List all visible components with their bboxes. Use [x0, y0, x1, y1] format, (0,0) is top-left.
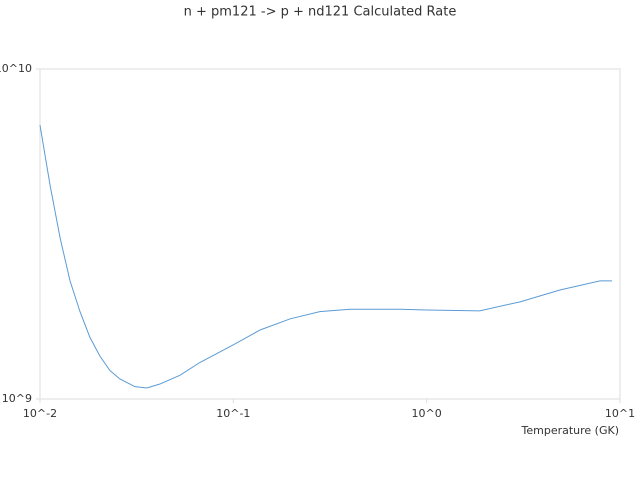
x-tick-label: 10^1 — [605, 407, 635, 420]
line-series — [39, 125, 613, 389]
plot-frame — [39, 68, 621, 400]
x-tick-label: 10^-1 — [216, 407, 250, 420]
y-tick-label: 10^9 — [2, 392, 32, 405]
x-tick-label: 10^-2 — [23, 407, 57, 420]
y-tick-label: 10^10 — [0, 62, 32, 75]
x-axis-label: Temperature (GK) — [521, 424, 620, 437]
chart-title: n + pm121 -> p + nd121 Calculated Rate — [184, 5, 457, 20]
x-tick-label: 10^0 — [412, 407, 442, 420]
